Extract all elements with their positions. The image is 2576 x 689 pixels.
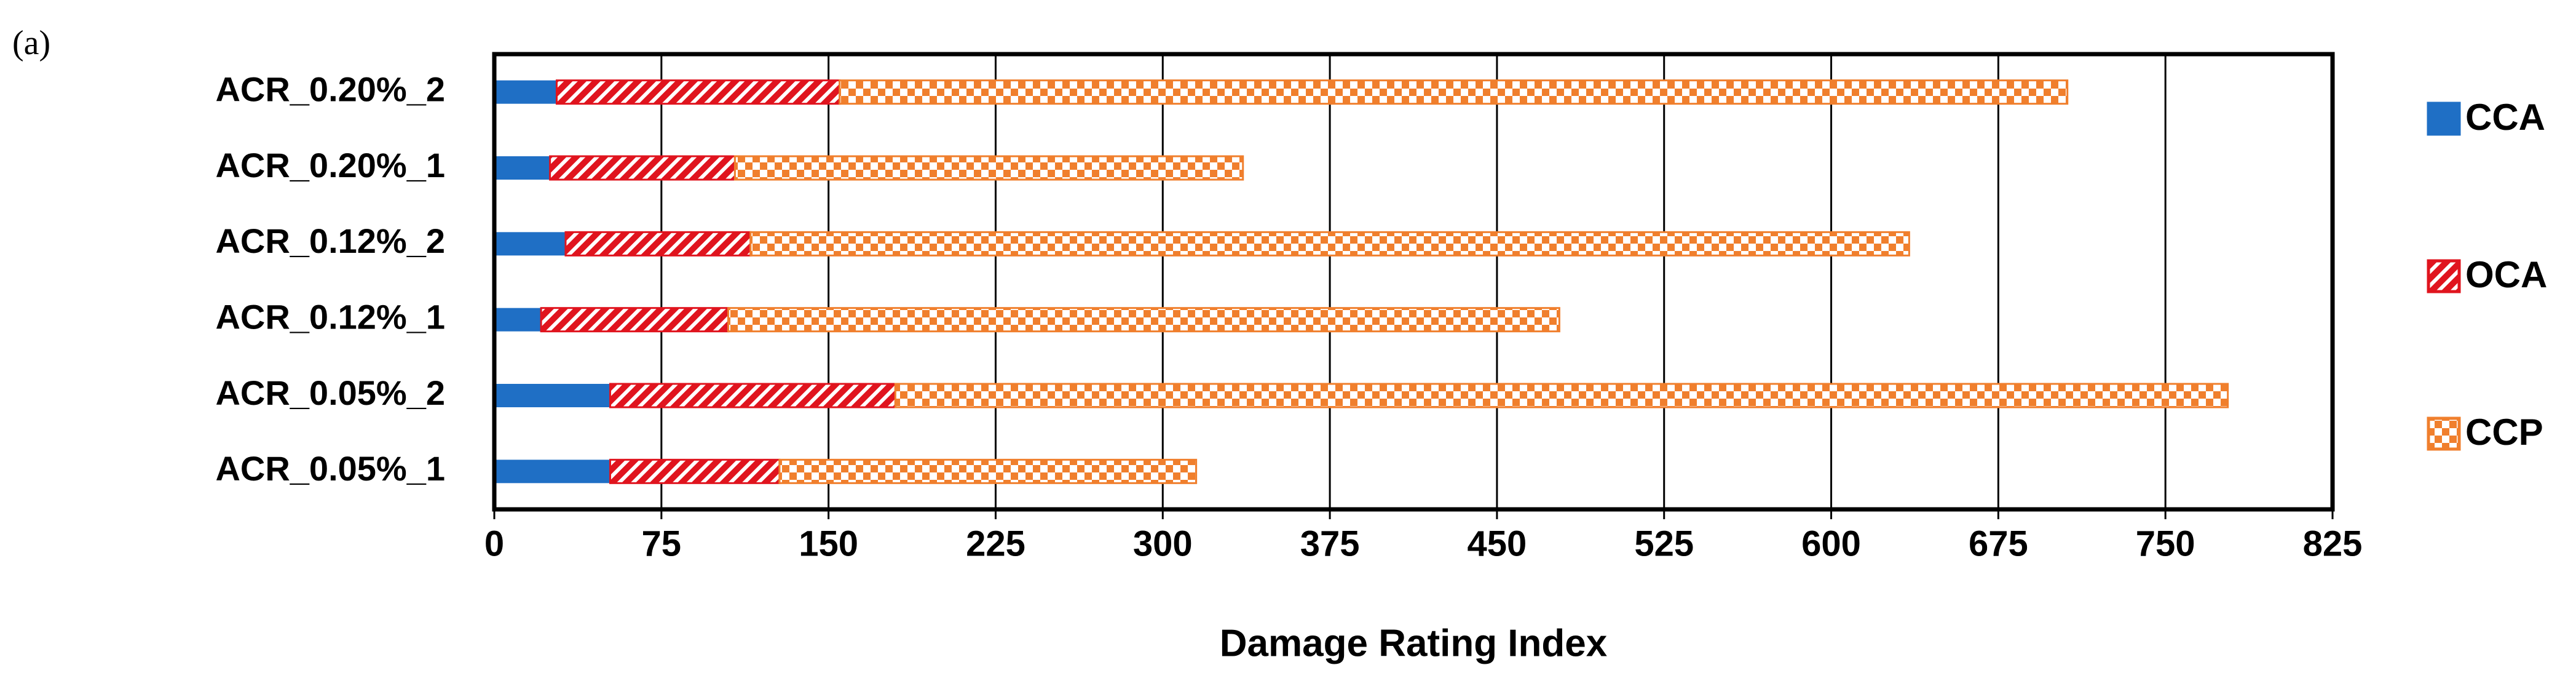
bar-segment: [609, 458, 781, 484]
x-tick-label: 0: [484, 524, 504, 564]
legend-label: CCP: [2465, 412, 2543, 453]
x-tick-label: 375: [1300, 524, 1360, 564]
bar-segment: [894, 383, 2229, 408]
bar-segment: [494, 80, 557, 104]
x-tick-label: 225: [966, 524, 1025, 564]
bar-segment: [494, 308, 542, 332]
bar-segment: [494, 156, 550, 180]
x-tick-label: 750: [2136, 524, 2195, 564]
bar-segment: [549, 155, 736, 181]
y-tick-label: ACR_0.12%_1: [215, 297, 445, 336]
panel-label: (a): [12, 24, 50, 62]
y-tick-label: ACR_0.05%_2: [215, 373, 445, 412]
y-tick-label: ACR_0.20%_1: [215, 146, 445, 185]
bar-segment: [494, 384, 610, 407]
bar-segment: [727, 307, 1560, 333]
bar-segment: [540, 307, 730, 333]
bar-segment: [494, 460, 610, 484]
legend-swatch: [2427, 416, 2461, 451]
x-tick-label: 75: [642, 524, 682, 564]
y-tick-label: ACR_0.20%_2: [215, 70, 445, 108]
x-tick-label: 675: [1969, 524, 2028, 564]
bar-segment: [555, 79, 841, 105]
x-tick-label: 525: [1634, 524, 1694, 564]
x-tick-label: 150: [799, 524, 858, 564]
legend-label: CCA: [2465, 97, 2545, 138]
bar-segment: [749, 231, 1910, 257]
x-axis-title: Damage Rating Index: [1220, 622, 1608, 664]
y-tick-label: ACR_0.12%_2: [215, 221, 445, 260]
y-tick-label: ACR_0.05%_1: [215, 449, 445, 488]
legend-swatch: [2427, 259, 2461, 293]
x-tick-label: 300: [1133, 524, 1193, 564]
bar-segment: [494, 232, 566, 256]
bar-segment: [778, 458, 1198, 484]
plot-frame: [492, 52, 2335, 512]
bar-segment: [839, 79, 2069, 105]
x-tick-label: 450: [1468, 524, 1527, 564]
x-tick-label: 600: [1801, 524, 1861, 564]
bar-segment: [733, 155, 1244, 181]
bar-segment: [609, 383, 896, 408]
legend-swatch: [2427, 102, 2461, 136]
bar-segment: [564, 231, 752, 257]
legend-label: OCA: [2465, 254, 2547, 295]
x-tick-label: 825: [2303, 524, 2363, 564]
